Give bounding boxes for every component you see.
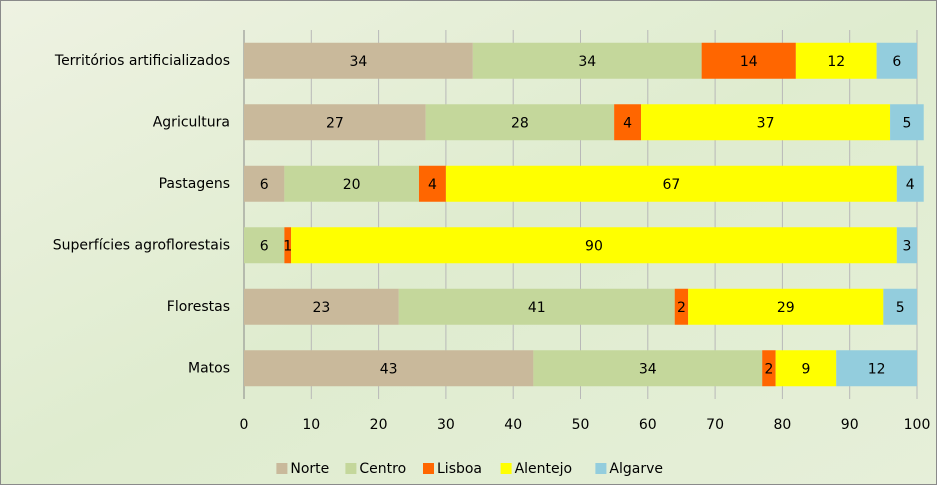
y-tick-label: Territórios artificializados <box>54 53 230 69</box>
bar-segment <box>701 42 796 79</box>
bar-segment <box>762 350 776 387</box>
bar-segment <box>896 227 917 264</box>
bar-segment <box>795 42 877 79</box>
x-tick-label: 60 <box>639 417 657 433</box>
legend-label: Norte <box>290 461 329 477</box>
bar-segment <box>533 350 763 387</box>
x-tick-label: 70 <box>706 417 724 433</box>
y-tick-label: Agricultura <box>153 114 230 130</box>
legend-swatch <box>276 463 288 474</box>
data-label: 34 <box>349 54 367 70</box>
data-label: 5 <box>896 300 905 316</box>
legend-swatch <box>423 463 434 474</box>
legend-swatch <box>500 463 512 474</box>
data-label: 12 <box>868 361 886 377</box>
bar-segment <box>244 104 426 141</box>
data-label: 67 <box>662 177 680 193</box>
data-label: 6 <box>892 54 901 70</box>
bar-segment <box>674 288 689 325</box>
data-label: 43 <box>380 361 398 377</box>
x-tick-label: 50 <box>572 417 590 433</box>
data-label: 14 <box>740 54 758 70</box>
data-label: 2 <box>764 361 773 377</box>
y-tick-label: Superfícies agroflorestais <box>53 237 230 253</box>
x-tick-label: 80 <box>773 417 791 433</box>
y-tick-label: Florestas <box>167 299 230 315</box>
data-label: 9 <box>801 361 810 377</box>
x-tick-label: 10 <box>302 417 320 433</box>
data-label: 41 <box>528 300 546 316</box>
bar-segment <box>284 227 292 264</box>
data-label: 3 <box>902 238 911 254</box>
x-tick-label: 30 <box>437 417 455 433</box>
bar-segment <box>398 288 675 325</box>
x-tick-label: 100 <box>904 417 931 433</box>
data-label: 6 <box>260 238 269 254</box>
bar-segment <box>883 288 917 325</box>
data-label: 2 <box>677 300 686 316</box>
data-label: 27 <box>326 115 344 131</box>
bar-segment <box>284 165 419 202</box>
data-label: 34 <box>639 361 657 377</box>
data-label: 1 <box>283 238 292 254</box>
bar-segment <box>244 165 285 202</box>
bar-segment <box>445 165 897 202</box>
x-tick-label: 20 <box>370 417 388 433</box>
data-label: 12 <box>827 54 845 70</box>
bar-segment <box>472 42 702 79</box>
data-label: 20 <box>343 177 361 193</box>
bar-segment <box>876 42 917 79</box>
legend-label: Centro <box>359 461 406 477</box>
data-label: 23 <box>312 300 330 316</box>
bar-segment <box>890 104 924 141</box>
bar-segment <box>641 104 891 141</box>
data-label: 37 <box>757 115 775 131</box>
data-label: 6 <box>260 177 269 193</box>
bar-segment <box>418 165 446 202</box>
data-label: 4 <box>428 177 437 193</box>
y-tick-label: Matos <box>188 360 230 376</box>
legend-label: Alentejo <box>515 461 573 477</box>
data-label: 4 <box>906 177 915 193</box>
data-label: 34 <box>578 54 596 70</box>
bar-segment <box>836 350 917 387</box>
legend-label: Lisboa <box>437 461 482 477</box>
bar-segment <box>775 350 837 387</box>
legend-swatch <box>595 463 607 474</box>
bar-segment <box>614 104 642 141</box>
bar-segment <box>425 104 615 141</box>
bar-segment <box>688 288 884 325</box>
bar-segment <box>896 165 924 202</box>
x-tick-label: 40 <box>504 417 522 433</box>
y-tick-label: Pastagens <box>159 176 230 192</box>
data-label: 28 <box>511 115 529 131</box>
data-label: 5 <box>902 115 911 131</box>
data-label: 4 <box>623 115 632 131</box>
data-label: 90 <box>585 238 603 254</box>
x-tick-label: 90 <box>841 417 859 433</box>
data-label: 29 <box>777 300 795 316</box>
bar-segment <box>244 350 534 387</box>
legend-swatch <box>345 463 357 474</box>
bar-segment <box>291 227 897 264</box>
bar-segment <box>244 227 285 264</box>
bar-segment <box>244 42 473 79</box>
bar-segment <box>244 288 399 325</box>
legend-label: Algarve <box>609 461 663 477</box>
x-tick-label: 0 <box>240 417 249 433</box>
